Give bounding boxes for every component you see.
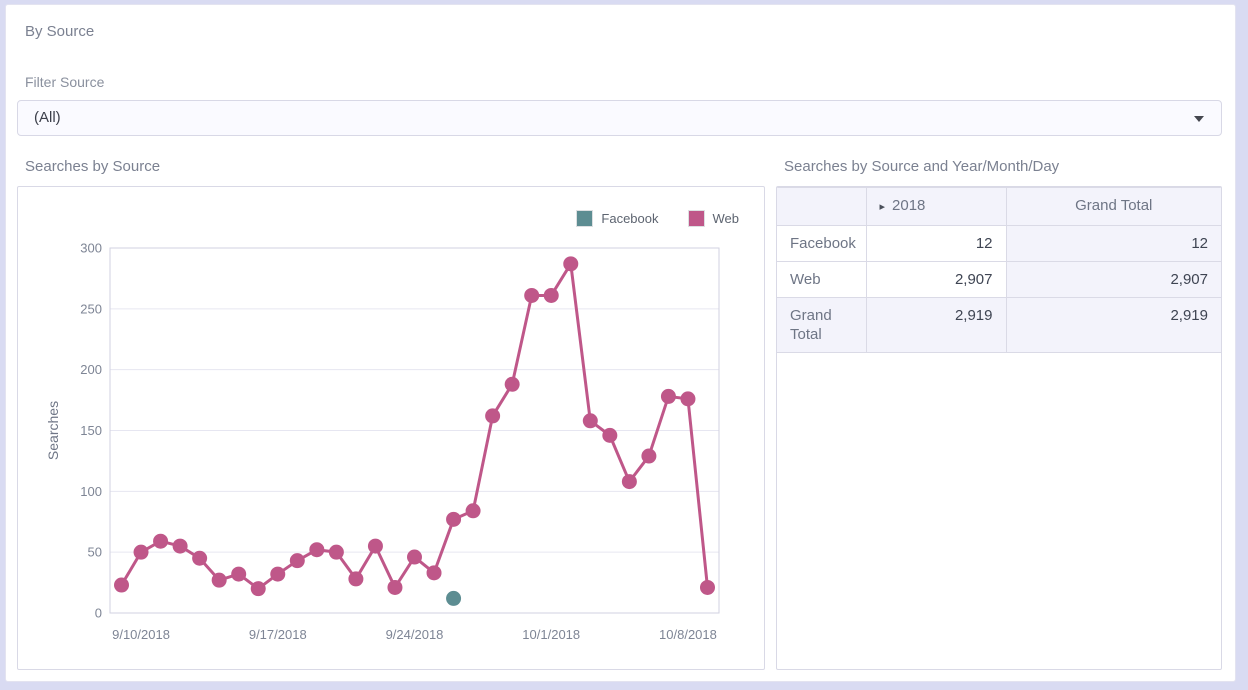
- legend-item-facebook[interactable]: Facebook: [577, 211, 659, 226]
- pivot-value-cell[interactable]: 12: [1005, 225, 1221, 262]
- filter-source-value: (All): [34, 109, 61, 126]
- filter-source-label: Filter Source: [25, 74, 105, 90]
- web-data-point[interactable]: [348, 571, 364, 587]
- x-tick-label: 9/17/2018: [249, 627, 307, 642]
- web-data-point[interactable]: [114, 577, 129, 593]
- legend-label: Web: [712, 211, 740, 226]
- legend-label: Facebook: [601, 211, 659, 226]
- web-data-point[interactable]: [133, 544, 149, 560]
- expand-icon[interactable]: ▸: [879, 201, 886, 213]
- web-line: [120, 262, 709, 591]
- x-tick-label: 10/1/2018: [522, 627, 580, 642]
- web-data-point[interactable]: [660, 388, 676, 404]
- web-data-point[interactable]: [504, 376, 520, 392]
- web-data-point[interactable]: [328, 544, 344, 560]
- pivot-col-header-2018[interactable]: ▸ 2018: [865, 187, 1007, 226]
- web-data-point[interactable]: [641, 448, 657, 464]
- web-data-point[interactable]: [426, 565, 442, 581]
- pivot-value-cell[interactable]: 2,919: [865, 297, 1007, 353]
- web-data-point[interactable]: [192, 550, 208, 566]
- y-axis-title: Searches: [45, 401, 61, 460]
- pivot-col-header-grand-total: Grand Total: [1005, 187, 1221, 226]
- chart-title: Searches by Source: [25, 158, 161, 175]
- y-tick-label: 50: [88, 545, 102, 560]
- web-data-point[interactable]: [309, 542, 325, 558]
- legend-swatch-icon: [688, 211, 704, 226]
- web-data-point[interactable]: [289, 553, 305, 569]
- web-data-point[interactable]: [563, 256, 579, 272]
- pivot-header-row: ▸ 2018 Grand Total: [777, 187, 1221, 226]
- web-data-point[interactable]: [250, 581, 266, 597]
- web-data-point[interactable]: [680, 391, 696, 407]
- web-data-point[interactable]: [602, 427, 618, 443]
- chart-panel: Facebook Web 0 50 100 150 200 250 300 9/10/2018 9…: [17, 186, 765, 670]
- y-tick-label: 100: [80, 484, 102, 499]
- y-tick-label: 0: [95, 606, 102, 621]
- x-tick-label: 10/8/2018: [659, 627, 717, 642]
- web-data-point[interactable]: [270, 566, 286, 582]
- pivot-row: Grand Total 2,919 2,919: [777, 297, 1221, 353]
- pivot-table-panel: ▸ 2018 Grand Total Facebook 12 12 Web 2,907 2,90…: [776, 186, 1222, 670]
- web-data-point[interactable]: [211, 572, 227, 588]
- web-data-point[interactable]: [582, 413, 598, 429]
- y-tick-label: 250: [80, 301, 102, 316]
- line-chart[interactable]: 0 50 100 150 200 250 300 9/10/2018 9/17/2018 9/24…: [18, 187, 764, 669]
- web-data-point[interactable]: [367, 538, 383, 554]
- web-data-point[interactable]: [387, 579, 403, 595]
- pivot-row-header: Web: [777, 261, 867, 298]
- web-data-point[interactable]: [231, 566, 247, 582]
- web-data-point[interactable]: [700, 579, 715, 595]
- x-tick-label: 9/24/2018: [386, 627, 444, 642]
- pivot-table: ▸ 2018 Grand Total Facebook 12 12 Web 2,907 2,90…: [777, 187, 1221, 353]
- pivot-value-cell[interactable]: 2,907: [865, 261, 1007, 298]
- facebook-data-point[interactable]: [446, 590, 462, 606]
- web-data-point[interactable]: [543, 287, 559, 303]
- pivot-row: Web 2,907 2,907: [777, 261, 1221, 298]
- filter-source-dropdown[interactable]: (All): [17, 100, 1222, 136]
- web-data-point[interactable]: [485, 408, 501, 424]
- panels-row: Searches by Source Facebook Web 0 50 100 150…: [17, 158, 1222, 670]
- y-tick-label: 300: [80, 241, 102, 256]
- y-tick-label: 200: [80, 362, 102, 377]
- web-data-point[interactable]: [153, 533, 169, 549]
- pivot-row: Facebook 12 12: [777, 225, 1221, 262]
- web-data-point[interactable]: [524, 287, 540, 303]
- plot-border: [109, 247, 720, 614]
- chart-column: Searches by Source Facebook Web 0 50 100 150…: [17, 158, 765, 670]
- pivot-table-title: Searches by Source and Year/Month/Day: [784, 158, 1060, 175]
- web-data-point[interactable]: [465, 503, 481, 519]
- web-data-point[interactable]: [407, 549, 422, 565]
- web-data-point[interactable]: [621, 474, 637, 490]
- page-title: By Source: [25, 23, 95, 40]
- pivot-row-header: Facebook: [777, 225, 867, 262]
- web-data-point[interactable]: [172, 538, 188, 554]
- pivot-value-cell[interactable]: 12: [865, 225, 1007, 262]
- pivot-row-header: Grand Total: [777, 297, 867, 353]
- pivot-value-cell[interactable]: 2,919: [1005, 297, 1221, 353]
- pivot-corner-cell: [777, 187, 867, 226]
- x-tick-label: 9/10/2018: [112, 627, 170, 642]
- y-tick-label: 150: [80, 423, 102, 438]
- table-column: Searches by Source and Year/Month/Day ▸ 2…: [776, 158, 1222, 670]
- chart-legend: Facebook Web: [577, 211, 739, 226]
- dashboard-card: By Source Filter Source (All) Searches b…: [5, 4, 1236, 682]
- caret-down-icon: [1194, 116, 1204, 122]
- web-data-point[interactable]: [446, 511, 462, 527]
- legend-swatch-icon: [577, 211, 593, 226]
- legend-item-web[interactable]: Web: [688, 211, 740, 226]
- pivot-value-cell[interactable]: 2,907: [1005, 261, 1221, 298]
